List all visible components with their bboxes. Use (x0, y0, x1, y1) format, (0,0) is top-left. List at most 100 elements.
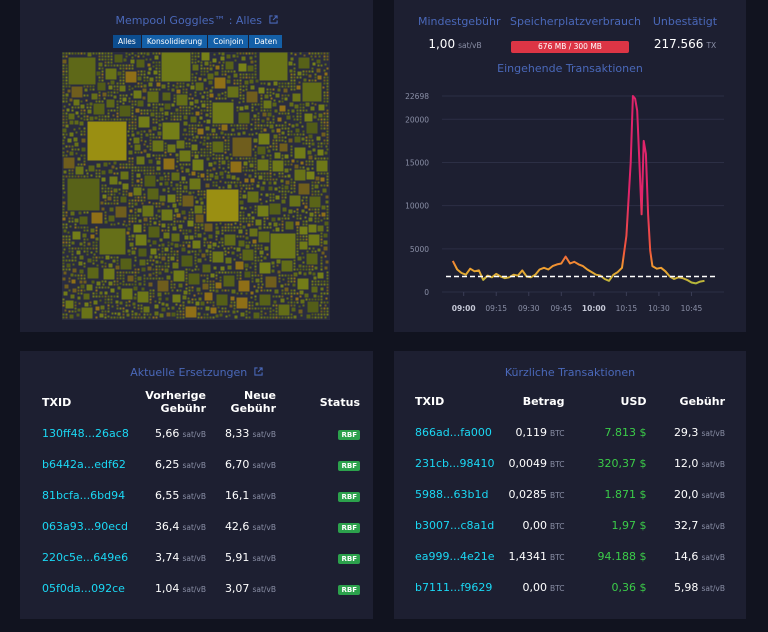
tx-block[interactable] (91, 280, 95, 284)
tx-block[interactable] (299, 238, 302, 241)
tx-block[interactable] (283, 88, 288, 93)
tx-block[interactable] (67, 178, 100, 211)
tx-block[interactable] (323, 217, 326, 220)
tx-block[interactable] (200, 154, 203, 157)
tx-block[interactable] (172, 226, 177, 231)
tx-block[interactable] (128, 238, 131, 241)
mempool-block-treemap[interactable] (62, 52, 330, 320)
tx-block[interactable] (141, 267, 146, 272)
tx-block[interactable] (63, 291, 68, 296)
tx-block[interactable] (203, 78, 207, 82)
tx-block[interactable] (287, 274, 290, 277)
tx-block[interactable] (143, 166, 146, 169)
tx-block[interactable] (119, 316, 122, 319)
tx-block[interactable] (125, 52, 128, 55)
tx-block[interactable] (158, 223, 161, 226)
tx-block[interactable] (290, 280, 293, 283)
tx-block[interactable] (326, 79, 329, 82)
tx-block[interactable] (176, 115, 179, 118)
tx-block[interactable] (164, 262, 167, 265)
tx-block[interactable] (288, 138, 293, 143)
tx-block[interactable] (92, 52, 95, 55)
tx-block[interactable] (199, 197, 203, 201)
tx-block[interactable] (290, 187, 293, 190)
tx-block[interactable] (65, 115, 68, 118)
tx-block[interactable] (239, 73, 242, 76)
tx-block[interactable] (80, 109, 83, 112)
tx-block[interactable] (104, 190, 107, 193)
tx-block[interactable] (305, 220, 308, 223)
tx-block[interactable] (251, 118, 254, 121)
tx-block[interactable] (95, 226, 98, 229)
tx-block[interactable] (107, 190, 110, 193)
tx-block[interactable] (131, 124, 134, 127)
tx-block[interactable] (308, 155, 313, 160)
tx-block[interactable] (326, 283, 329, 286)
tx-block[interactable] (312, 247, 315, 250)
tx-block[interactable] (116, 100, 119, 103)
tx-block[interactable] (302, 70, 305, 73)
tx-block[interactable] (83, 241, 86, 244)
tx-block[interactable] (182, 190, 185, 193)
tx-block[interactable] (122, 223, 125, 226)
tx-block[interactable] (281, 85, 284, 88)
tx-block[interactable] (172, 187, 176, 191)
tx-block[interactable] (221, 97, 224, 100)
tx-block[interactable] (293, 88, 296, 91)
tx-block[interactable] (171, 103, 175, 107)
tx-block[interactable] (119, 97, 122, 100)
tx-block[interactable] (308, 247, 311, 250)
tx-block[interactable] (143, 169, 146, 172)
tx-block[interactable] (317, 145, 320, 148)
tx-block[interactable] (272, 142, 275, 145)
tx-block[interactable] (167, 226, 170, 229)
tx-block[interactable] (296, 211, 299, 214)
tx-block[interactable] (227, 171, 230, 174)
tx-block[interactable] (183, 121, 188, 126)
tx-block[interactable] (96, 264, 99, 267)
tx-block[interactable] (254, 154, 257, 157)
tx-block[interactable] (244, 173, 247, 176)
tx-block[interactable] (225, 315, 228, 318)
tx-block[interactable] (108, 281, 113, 286)
tx-block[interactable] (197, 172, 200, 175)
tx-block[interactable] (257, 115, 260, 118)
tx-block[interactable] (201, 52, 210, 61)
tx-block[interactable] (314, 112, 317, 115)
tx-block[interactable] (125, 64, 128, 67)
tx-block[interactable] (83, 175, 86, 178)
tx-block[interactable] (260, 280, 263, 283)
tx-block[interactable] (141, 287, 145, 291)
tx-block[interactable] (269, 313, 272, 316)
tx-block[interactable] (182, 241, 185, 244)
tx-block[interactable] (253, 285, 256, 288)
tx-block[interactable] (68, 175, 71, 178)
tx-block[interactable] (74, 142, 79, 147)
tx-block[interactable] (326, 205, 329, 208)
tx-block[interactable] (320, 313, 323, 316)
tx-block[interactable] (191, 73, 194, 76)
tx-block[interactable] (302, 268, 305, 271)
tx-block[interactable] (140, 136, 143, 139)
tx-block[interactable] (137, 100, 144, 107)
tx-block[interactable] (326, 118, 329, 121)
tx-block[interactable] (192, 191, 195, 194)
tx-block[interactable] (112, 259, 116, 263)
tx-block[interactable] (200, 307, 203, 310)
tx-block[interactable] (273, 173, 276, 176)
tx-block[interactable] (104, 313, 107, 316)
tx-block[interactable] (261, 283, 264, 286)
tx-block[interactable] (131, 106, 134, 109)
tx-block[interactable] (287, 174, 291, 178)
tx-block[interactable] (139, 259, 146, 266)
tx-block[interactable] (275, 124, 278, 127)
tx-block[interactable] (260, 244, 263, 247)
tx-block[interactable] (184, 137, 187, 140)
tx-block[interactable] (113, 109, 116, 112)
tx-block[interactable] (62, 259, 65, 262)
tx-block[interactable] (256, 184, 260, 188)
tx-block[interactable] (95, 306, 100, 311)
tx-block[interactable] (197, 258, 202, 263)
tx-block[interactable] (232, 54, 236, 58)
tx-block[interactable] (104, 286, 107, 289)
